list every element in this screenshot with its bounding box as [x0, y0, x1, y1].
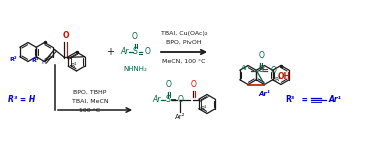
Text: O: O [270, 66, 276, 75]
Text: R¹: R¹ [70, 63, 77, 68]
Text: R¹: R¹ [201, 106, 208, 111]
Text: H: H [42, 60, 46, 65]
Text: TBAI, MeCN: TBAI, MeCN [72, 99, 108, 104]
Text: MeCN, 100 °C: MeCN, 100 °C [162, 59, 206, 64]
Text: +: + [106, 47, 114, 57]
Text: S: S [258, 65, 263, 74]
Text: O: O [62, 31, 69, 40]
Text: =: = [299, 95, 310, 105]
Text: BPO, PivOH: BPO, PivOH [166, 40, 202, 45]
Text: Ar²: Ar² [175, 114, 185, 120]
Text: S: S [166, 95, 170, 105]
Text: Ar: Ar [241, 66, 248, 72]
Text: R³ = H: R³ = H [8, 95, 35, 105]
Text: R¹: R¹ [275, 77, 282, 82]
Text: R³: R³ [285, 95, 294, 105]
Text: 100 °C: 100 °C [79, 107, 101, 113]
Text: NHNH₂: NHNH₂ [123, 66, 147, 72]
Text: O: O [258, 51, 264, 60]
Text: TBAI, Cu(OAc)₂: TBAI, Cu(OAc)₂ [161, 32, 207, 36]
Text: R³: R³ [31, 58, 39, 63]
Text: O: O [178, 95, 184, 105]
Text: Ar¹: Ar¹ [328, 95, 341, 105]
Text: Ar: Ar [120, 47, 129, 57]
Text: Ar: Ar [152, 95, 160, 105]
Text: BPO, TBHP: BPO, TBHP [73, 89, 107, 94]
Text: O: O [191, 80, 197, 89]
Text: R²: R² [9, 57, 17, 62]
Text: OH: OH [277, 72, 290, 81]
Text: O: O [166, 80, 172, 89]
Text: O: O [145, 47, 151, 57]
Text: Ar¹: Ar¹ [259, 91, 270, 97]
Text: S: S [133, 47, 137, 57]
Text: O: O [132, 32, 138, 41]
